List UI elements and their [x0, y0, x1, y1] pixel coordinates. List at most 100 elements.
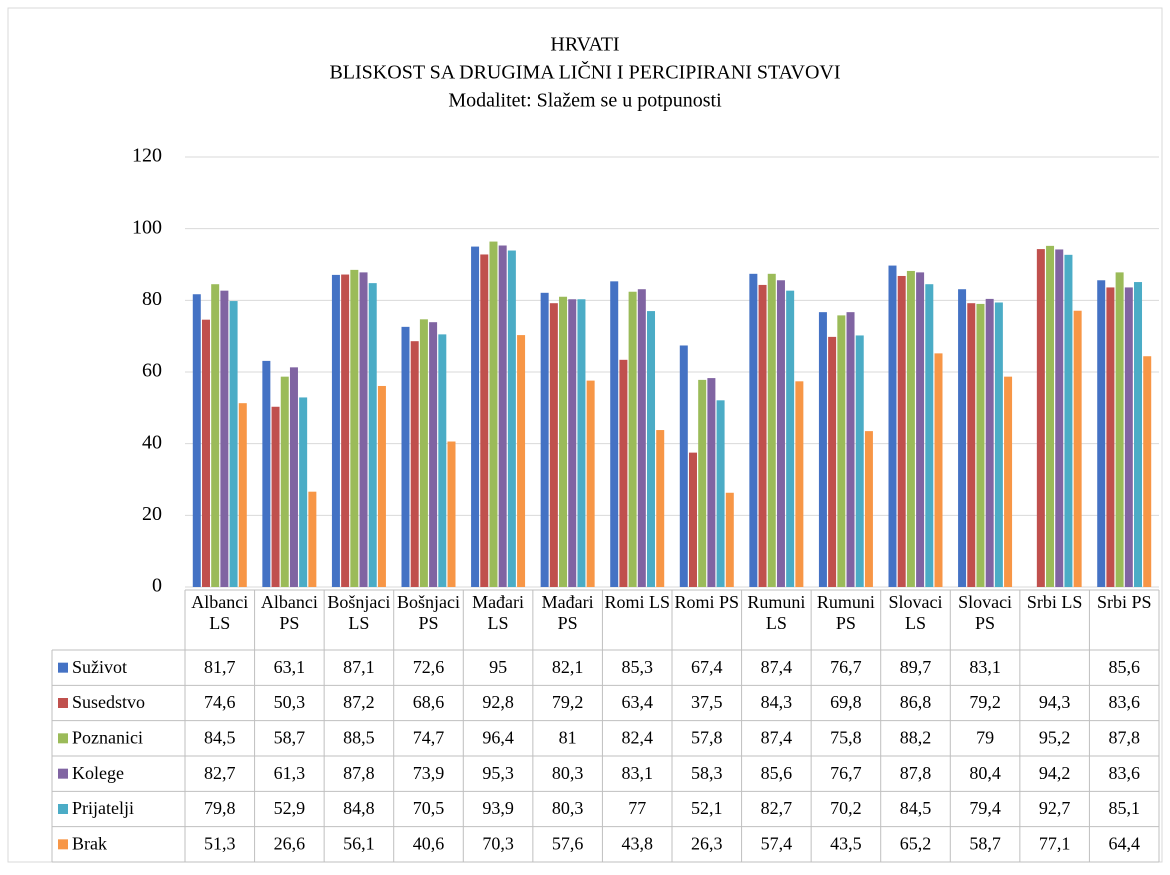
- table-value: 84,5: [900, 798, 932, 818]
- x-tick-label-box: Srbi LS: [1027, 592, 1083, 612]
- x-tick-label-box: Albanci LS: [191, 592, 248, 633]
- bar: [211, 284, 220, 587]
- bar: [262, 360, 271, 587]
- bar: [471, 246, 480, 588]
- bar: [1055, 249, 1064, 587]
- table-value: 77: [628, 798, 646, 818]
- table-value: 63,1: [274, 657, 306, 677]
- table-value: 57,4: [761, 833, 793, 853]
- legend-swatch: [58, 662, 68, 673]
- table-value: 83,6: [1108, 692, 1140, 712]
- legend-swatch: [58, 733, 68, 744]
- bar: [916, 272, 925, 587]
- y-tick-label: 20: [142, 503, 162, 525]
- table-value: 76,7: [830, 763, 862, 783]
- table-value: 84,3: [761, 692, 793, 712]
- bar: [480, 254, 489, 587]
- x-tick-label-box: Albanci PS: [261, 592, 318, 633]
- bar: [656, 430, 665, 587]
- table-value: 83,1: [969, 657, 1001, 677]
- bar: [958, 289, 967, 587]
- bar: [985, 298, 994, 587]
- x-tick-label-box: Bošnjaci LS: [327, 592, 391, 633]
- table-value: 61,3: [274, 763, 306, 783]
- table-value: 63,4: [621, 692, 653, 712]
- y-tick-label: 80: [142, 288, 162, 310]
- bar: [559, 296, 568, 587]
- table-value: 79,2: [969, 692, 1001, 712]
- bar: [725, 492, 734, 587]
- bar: [1124, 287, 1133, 587]
- table-value: 43,5: [830, 833, 862, 853]
- table-value: 65,2: [900, 833, 932, 853]
- x-tick-label-box: Slovaci LS: [888, 592, 942, 633]
- table-value: 67,4: [691, 657, 723, 677]
- legend-swatch: [58, 804, 68, 814]
- table-value: 58,7: [274, 727, 306, 747]
- bar: [934, 353, 943, 587]
- chart-subtitle: BLISKOST SA DRUGIMA LIČNI I PERCIPIRANI …: [329, 60, 840, 84]
- bar: [192, 294, 201, 587]
- bar: [377, 385, 386, 587]
- table-value: 83,6: [1108, 763, 1140, 783]
- bar: [229, 301, 238, 587]
- bar: [688, 452, 697, 587]
- bar: [429, 322, 438, 587]
- table-value: 85,6: [1108, 657, 1140, 677]
- table-value: 85,6: [761, 763, 793, 783]
- table-value: 92,8: [482, 692, 514, 712]
- legend-label: Susedstvo: [72, 692, 145, 712]
- table-value: 80,3: [552, 798, 584, 818]
- bar: [586, 380, 595, 587]
- bar: [888, 265, 897, 587]
- bar: [679, 345, 688, 587]
- x-tick-label: Rumuni PS: [816, 592, 875, 633]
- bar: [707, 378, 716, 587]
- table-value: 87,8: [900, 763, 932, 783]
- bar: [577, 299, 586, 587]
- bar: [994, 302, 1003, 587]
- legend-swatch: [58, 839, 68, 850]
- table-value: 77,1: [1039, 833, 1071, 853]
- table-value: 85,1: [1108, 798, 1140, 818]
- bar: [401, 326, 410, 587]
- bar: [308, 491, 317, 587]
- x-tick-label: Bošnjaci PS: [396, 592, 460, 633]
- bar: [1143, 356, 1152, 587]
- bar: [906, 270, 915, 587]
- bar: [498, 245, 507, 587]
- table-value: 84,5: [204, 727, 236, 747]
- table-value: 79,8: [204, 798, 236, 818]
- table-value: 79,4: [969, 798, 1001, 818]
- table-value: 52,9: [274, 798, 306, 818]
- bar: [201, 319, 210, 587]
- table-value: 74,7: [413, 727, 445, 747]
- bar: [828, 336, 837, 587]
- table-value: 94,2: [1039, 763, 1071, 783]
- bar: [1115, 272, 1124, 587]
- x-tick-label: Mađari LS: [472, 592, 525, 633]
- bar: [610, 281, 619, 587]
- bar: [1064, 254, 1073, 587]
- bar: [767, 273, 776, 587]
- x-tick-label-box: Rumuni PS: [816, 592, 875, 633]
- bar: [341, 274, 350, 587]
- x-tick-label: Romi PS: [674, 592, 740, 612]
- x-tick-label-box: Romi PS: [674, 592, 740, 612]
- table-value: 80,4: [969, 763, 1001, 783]
- table-value: 88,5: [343, 727, 375, 747]
- bar: [507, 250, 516, 587]
- table-value: 72,6: [413, 657, 445, 677]
- y-tick-label: 120: [132, 145, 162, 167]
- table-value: 40,6: [413, 833, 445, 853]
- y-tick-label: 0: [152, 575, 162, 597]
- chart-title: HRVATI: [550, 34, 619, 56]
- table-value: 76,7: [830, 657, 862, 677]
- bar: [698, 379, 707, 587]
- bar: [549, 303, 558, 587]
- table-value: 70,5: [413, 798, 445, 818]
- x-tick-label: Bošnjaci LS: [327, 592, 391, 633]
- table-value: 87,1: [343, 657, 375, 677]
- y-tick-label: 100: [132, 216, 162, 238]
